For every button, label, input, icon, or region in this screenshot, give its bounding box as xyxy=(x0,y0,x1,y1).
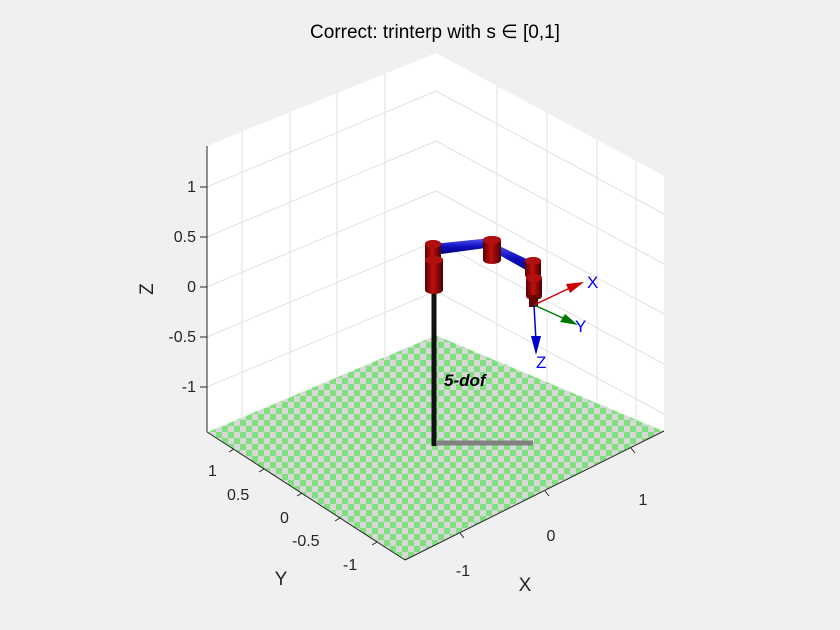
grid-line-z xyxy=(435,190,665,315)
y-axis-line xyxy=(206,431,406,561)
robot-joint-cap xyxy=(525,257,541,265)
x-tick-mark xyxy=(459,532,465,539)
grid-line-z xyxy=(206,190,437,288)
z-tick-marks xyxy=(200,186,207,388)
x-tick-label: 0 xyxy=(547,528,556,545)
frame-axis-x xyxy=(533,286,573,306)
robot-joint-cap xyxy=(526,274,542,282)
y-tick-label: 0 xyxy=(280,510,289,527)
y-tick-label: -1 xyxy=(343,557,357,574)
robot-name-label: 5-dof xyxy=(444,371,488,390)
robot-link xyxy=(433,238,493,255)
x-tick-mark xyxy=(544,490,550,497)
grid-line-z xyxy=(435,90,665,215)
robot-joint xyxy=(425,256,443,294)
z-tick-label: 0 xyxy=(187,279,196,296)
x-tick-mark xyxy=(630,447,636,454)
robot-wrist xyxy=(529,295,538,307)
back-wall-left xyxy=(207,53,436,432)
frame-label-x: X xyxy=(587,273,598,292)
z-tick-label: 0.5 xyxy=(174,229,196,246)
robot-joint-cap xyxy=(425,240,441,248)
y-tick-mark xyxy=(334,517,341,522)
x-tick-marks xyxy=(459,447,636,539)
robot-joint-cap xyxy=(483,236,501,244)
y-axis-label: Y xyxy=(275,569,288,590)
grid-line-z xyxy=(206,240,437,338)
y-tick-mark xyxy=(228,448,235,453)
y-tick-label: 1 xyxy=(208,463,217,480)
z-tick-label: -0.5 xyxy=(168,329,196,346)
y-tick-label: 0.5 xyxy=(227,487,249,504)
chart-title: Correct: trinterp with s ∈ [0,1] xyxy=(310,22,560,43)
grid-line-z xyxy=(435,290,665,415)
x-tick-label: -1 xyxy=(456,563,470,580)
wall-grid xyxy=(206,74,665,419)
y-tick-mark xyxy=(296,492,303,497)
grid-line-z xyxy=(206,140,437,238)
frame-axis-z xyxy=(533,304,537,342)
tool-frame: X Y Z xyxy=(531,273,598,372)
z-tick-label: 1 xyxy=(187,179,196,196)
frame-label-y: Y xyxy=(575,317,586,336)
z-tick-label: -1 xyxy=(182,379,196,396)
grid-line-z xyxy=(206,290,437,388)
frame-arrow-y xyxy=(560,314,578,325)
y-tick-mark xyxy=(258,468,265,473)
grid-line-z xyxy=(435,140,665,265)
x-tick-label: 1 xyxy=(639,492,648,509)
back-wall-right xyxy=(436,53,664,431)
frame-axis-y xyxy=(533,304,566,320)
x-axis-label: X xyxy=(519,575,532,596)
y-tick-label: -0.5 xyxy=(292,533,320,550)
frame-label-z: Z xyxy=(536,353,546,372)
z-axis-label: Z xyxy=(137,283,158,295)
robot-joint-cap xyxy=(425,256,443,264)
frame-arrow-z xyxy=(531,336,541,355)
checker-floor xyxy=(207,335,664,560)
robot-joints xyxy=(425,236,542,307)
grid-line-z xyxy=(435,240,665,365)
grid-line-z xyxy=(206,90,437,188)
axes-box xyxy=(206,146,665,561)
y-tick-mark xyxy=(371,541,378,546)
y-tick-marks xyxy=(228,448,378,546)
x-axis-line xyxy=(404,430,665,561)
frame-arrow-x xyxy=(566,282,584,293)
